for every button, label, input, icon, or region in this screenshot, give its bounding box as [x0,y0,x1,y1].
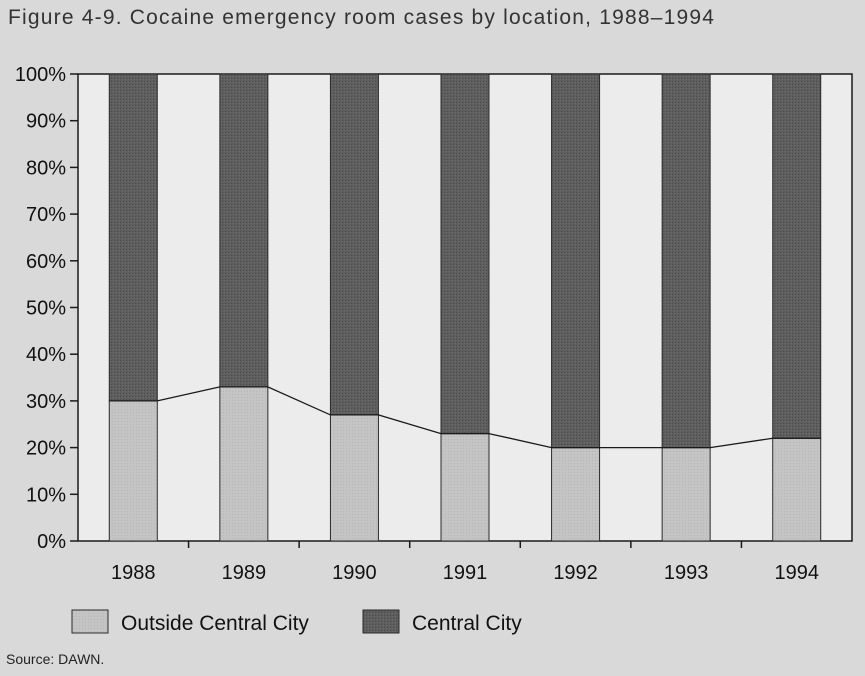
x-tick-label: 1989 [222,562,267,584]
x-axis: 1988 1989 1990 1991 1992 1993 1994 [111,541,819,584]
y-tick-label: 90% [26,111,66,133]
bar-outside-central-city [772,437,822,542]
y-tick-label: 80% [26,157,66,179]
y-tick-label: 10% [26,484,66,506]
bar-outside-central-city [661,447,711,542]
y-tick-label: 70% [26,204,66,226]
y-tick-label: 0% [37,531,66,553]
bar-central-city [329,73,379,416]
y-axis: 0% 10% 20% 30% 40% 50% 60% 70% 80% 90% 100% [15,64,78,553]
bar-outside-central-city [219,386,269,542]
chart-title: Figure 4-9. Cocaine emergency room cases… [8,6,716,29]
y-tick-label: 40% [26,344,66,366]
bar-outside-central-city [329,414,379,542]
bar-central-city [661,73,711,449]
x-tick-label: 1992 [553,562,598,584]
bar-central-city [108,73,158,402]
legend-outside-central-city-swatch [71,609,109,634]
bar-outside-central-city [551,447,601,542]
legend: Outside Central City Central City [71,609,522,635]
legend-outside-central-city-label: Outside Central City [121,612,309,635]
y-tick-label: 30% [26,391,66,413]
y-tick-label: 50% [26,298,66,320]
bar-central-city [440,73,490,435]
legend-central-city-label: Central City [412,612,522,635]
x-tick-label: 1990 [332,562,377,584]
bar-central-city [551,73,601,449]
bar-central-city [219,73,269,388]
legend-central-city-swatch [362,609,400,634]
x-tick-label: 1994 [774,562,819,584]
series-connector-line [109,386,821,449]
connector-line [109,386,821,449]
x-tick-label: 1988 [111,562,156,584]
y-tick-label: 60% [26,251,66,273]
source-note: Source: DAWN. [6,651,105,667]
bars [108,73,822,542]
y-tick-label: 20% [26,438,66,460]
x-tick-label: 1991 [443,562,488,584]
y-tick-label: 100% [15,64,66,86]
bar-central-city [772,73,822,439]
bar-outside-central-city [440,433,490,542]
bar-outside-central-city [108,400,158,542]
x-tick-label: 1993 [664,562,709,584]
